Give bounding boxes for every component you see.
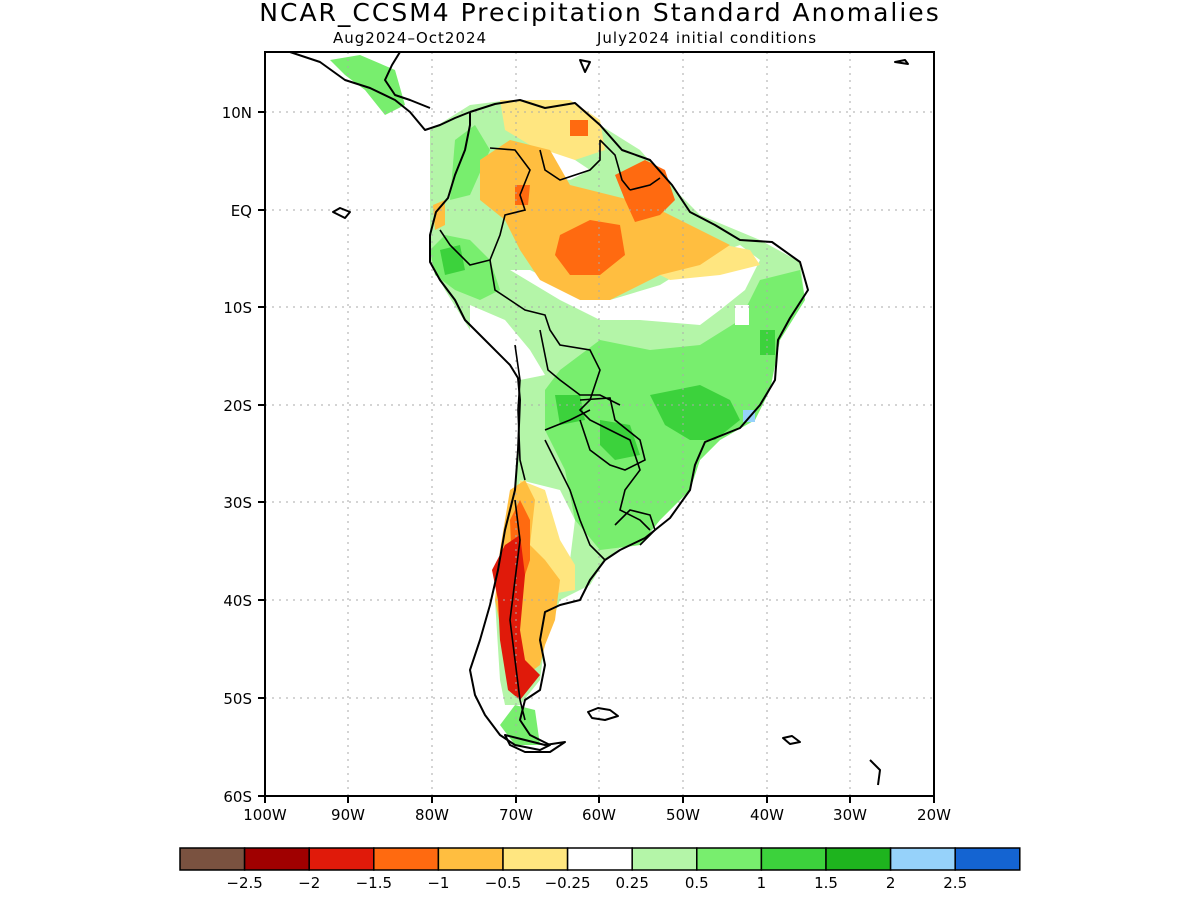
colorbar-swatch (373, 847, 440, 871)
lat-label: 30S (223, 494, 252, 512)
colorbar: −2.5 −2 −1.5 −1 −0.5 −0.25 0.25 0.5 1 1.5 2 2.5 (179, 847, 1021, 892)
lat-label: EQ (231, 202, 252, 220)
lon-label: 70W (499, 806, 533, 824)
colorbar-swatch (437, 847, 504, 871)
colorbar-swatch (502, 847, 569, 871)
tick-marks (258, 111, 935, 803)
lon-label: 90W (331, 806, 365, 824)
colorbar-label: −2 (298, 874, 320, 892)
colorbar-swatch (760, 847, 827, 871)
colorbar-label: 0.5 (685, 874, 709, 892)
colorbar-label: −1 (427, 874, 449, 892)
central-america-coast (289, 52, 471, 131)
colorbar-swatch (954, 847, 1021, 871)
anomaly-red (492, 535, 540, 700)
colorbar-swatch (696, 847, 763, 871)
lon-label: 20W (917, 806, 951, 824)
lat-labels: 10N EQ 10S 20S 30S 40S 50S 60S (222, 104, 252, 806)
lat-label: 10N (222, 104, 252, 122)
lat-label: 10S (223, 299, 252, 317)
colorbar-label: 0.25 (615, 874, 648, 892)
colorbar-swatch (308, 847, 375, 871)
lon-label: 40W (750, 806, 784, 824)
initial-conditions: July2024 initial conditions (597, 29, 818, 47)
colorbar-label: −0.25 (545, 874, 591, 892)
lon-label: 80W (415, 806, 449, 824)
colorbar-label: −1.5 (356, 874, 392, 892)
anomaly-orange (480, 140, 730, 300)
colorbar-label: 2.5 (943, 874, 967, 892)
colorbar-label: −0.5 (485, 874, 521, 892)
lat-label: 60S (223, 788, 252, 806)
colorbar-swatch (566, 847, 633, 871)
colorbar-label: 1.5 (814, 874, 838, 892)
colorbar-swatch (825, 847, 892, 871)
colorbar-swatch (243, 847, 310, 871)
lon-label: 100W (243, 806, 287, 824)
lon-labels: 100W 90W 80W 70W 60W 50W 40W 30W 20W (243, 806, 951, 824)
anomaly-dark-orange (555, 220, 625, 275)
colorbar-label: 1 (757, 874, 767, 892)
coastlines (289, 52, 909, 786)
falkland-islands (587, 707, 619, 721)
map-title: NCAR_CCSM4 Precipitation Standard Anomal… (259, 0, 941, 27)
anomaly-dark-green (650, 385, 740, 440)
colorbar-label: 2 (886, 874, 896, 892)
lon-label: 30W (833, 806, 867, 824)
south-america-coast (429, 99, 809, 751)
colorbar-swatch (179, 847, 246, 871)
lat-label: 40S (223, 592, 252, 610)
colorbar-label: −2.5 (226, 874, 262, 892)
colorbar-swatch (631, 847, 698, 871)
lat-label: 50S (223, 690, 252, 708)
tierra-del-fuego (504, 734, 566, 753)
anomaly-field (330, 55, 805, 745)
lon-label: 50W (666, 806, 700, 824)
forecast-period: Aug2024–Oct2024 (333, 29, 488, 47)
lon-label: 60W (582, 806, 616, 824)
country-borders (439, 139, 661, 721)
colorbar-swatch (889, 847, 956, 871)
lat-label: 20S (223, 397, 252, 415)
anomaly-yellow (500, 100, 605, 160)
